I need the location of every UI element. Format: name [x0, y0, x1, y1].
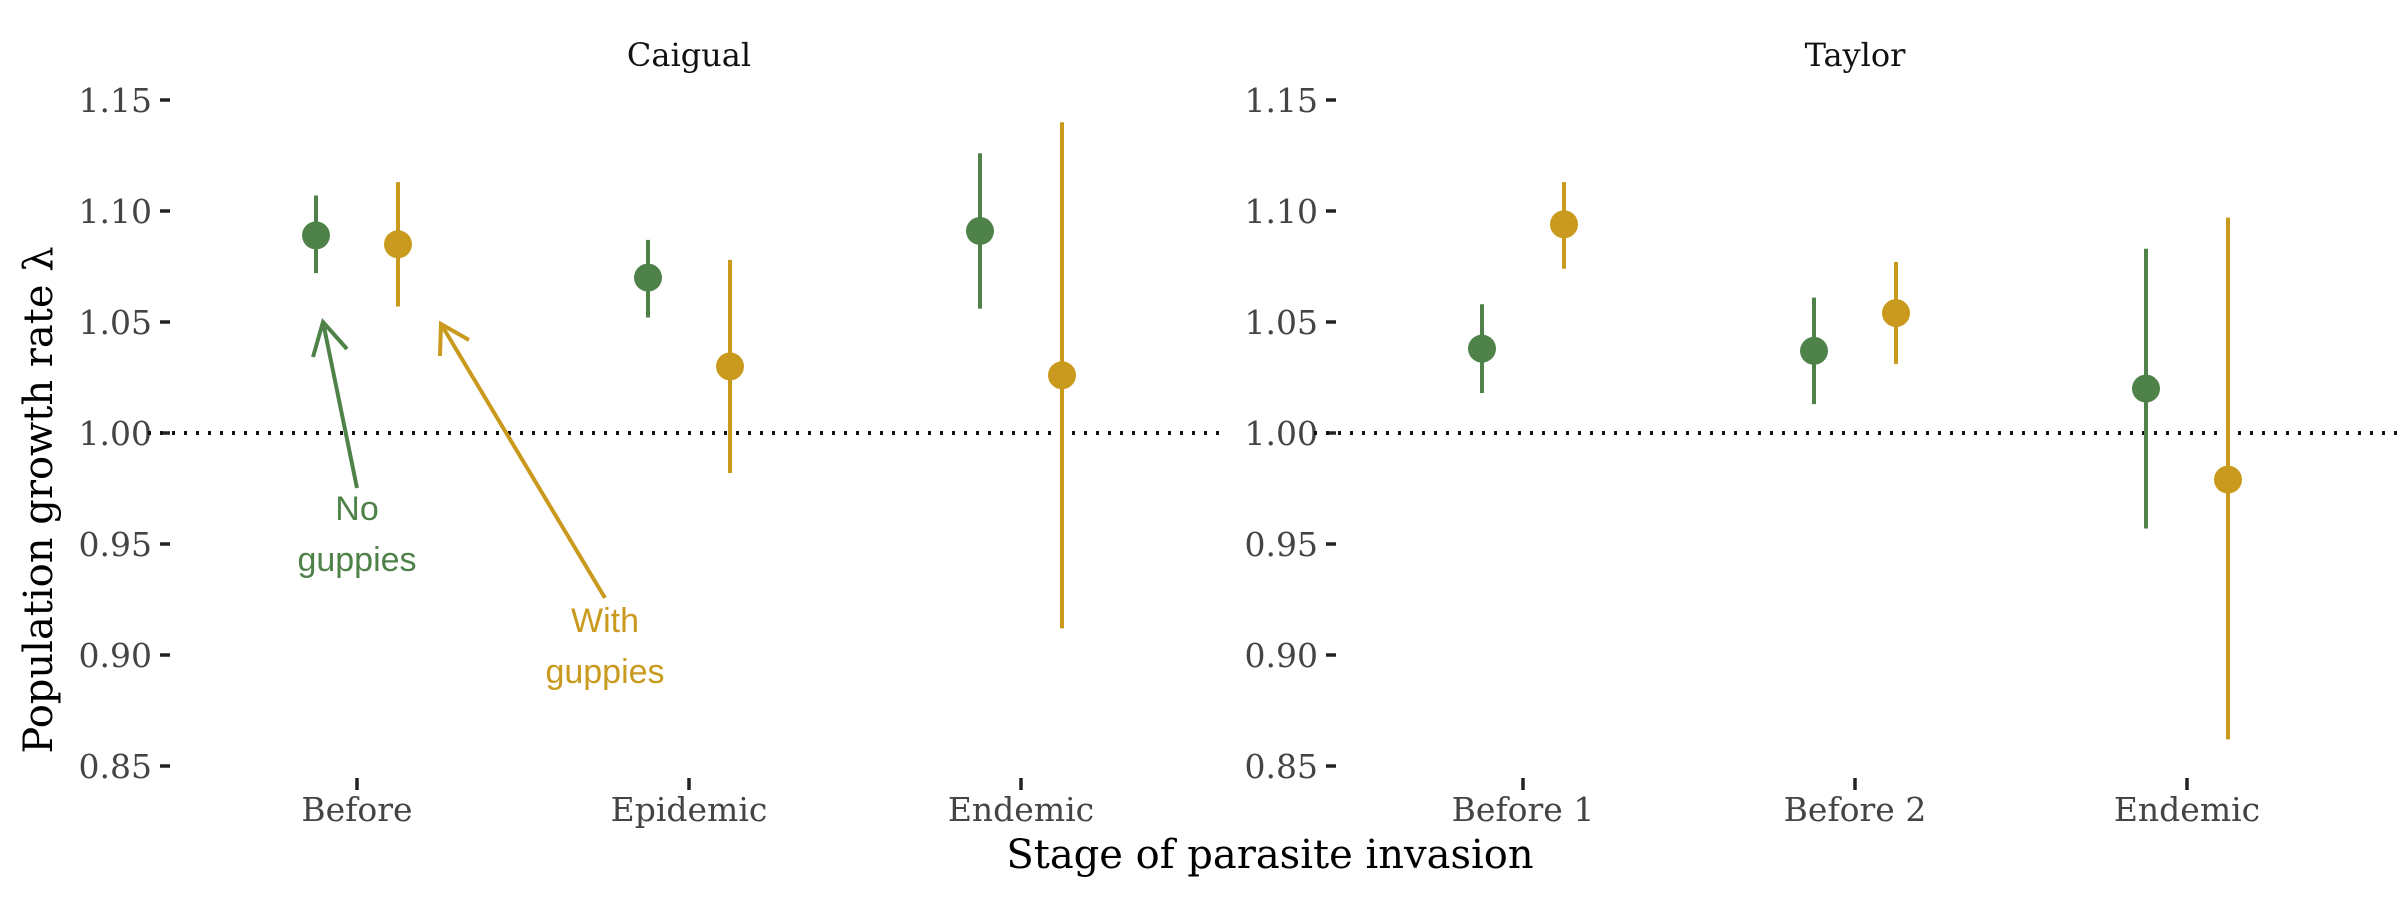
data-point: [634, 263, 662, 292]
x-tick-label: Epidemic: [611, 790, 768, 829]
data-point: [1048, 361, 1076, 390]
y-tick-label: 0.85: [79, 747, 152, 786]
data-point: [966, 216, 994, 245]
x-tick-label: Endemic: [948, 790, 1094, 829]
panels: Caigual 0.85 0.90 0.95 1.00 1.05 1.10 1.15 Befor…: [79, 36, 2400, 829]
panel-0: Caigual 0.85 0.90 0.95 1.00 1.05 1.10 1.15 Befor…: [79, 36, 1224, 829]
data-point: [1468, 334, 1496, 363]
annotation-arrow: [439, 322, 607, 600]
x-axis-label: Stage of parasite invasion: [1006, 832, 1533, 878]
panel-1: Taylor 0.85 0.90 0.95 1.00 1.05 1.10 1.15 Before…: [1245, 36, 2400, 829]
x-tick-label: Before 1: [1452, 790, 1595, 829]
x-tick-label: Before 2: [1784, 790, 1927, 829]
data-point: [384, 230, 412, 259]
data-point: [716, 352, 744, 381]
annotation-arrow: [321, 321, 359, 489]
data-point: [2214, 465, 2242, 494]
y-tick-label: 0.85: [1245, 747, 1318, 786]
annotation-label: No: [335, 490, 378, 528]
y-tick-label: 1.00: [79, 414, 152, 453]
y-tick-label: 1.10: [79, 192, 152, 231]
annotation-label: guppies: [545, 653, 664, 691]
data-point: [1800, 336, 1828, 365]
y-tick-label: 0.90: [1245, 636, 1318, 675]
y-tick-label: 1.05: [1245, 303, 1318, 342]
y-tick-label: 1.15: [1245, 81, 1318, 120]
annotation-arrowhead: [438, 320, 470, 357]
y-tick-label: 0.90: [79, 636, 152, 675]
data-point: [1882, 299, 1910, 328]
annotations: No guppies With guppies: [297, 317, 665, 691]
data-point: [302, 221, 330, 250]
y-tick-label: 1.10: [1245, 192, 1318, 231]
y-tick-label: 1.15: [79, 81, 152, 120]
y-tick-label: 1.05: [79, 303, 152, 342]
y-tick-label: 0.95: [79, 525, 152, 564]
data-point: [1550, 210, 1578, 239]
y-tick-label: 0.95: [1245, 525, 1318, 564]
panel-title: Taylor: [1805, 36, 1907, 74]
annotation-arrowhead: [311, 317, 349, 358]
x-tick-label: Before: [301, 790, 412, 829]
annotation-label: guppies: [297, 541, 416, 579]
data-point: [2132, 374, 2160, 403]
y-axis-label: Population growth rate λ: [16, 246, 62, 753]
annotation-label: With: [571, 602, 639, 640]
panel-title: Caigual: [627, 36, 751, 74]
y-tick-label: 1.00: [1245, 414, 1318, 453]
x-tick-label: Endemic: [2114, 790, 2260, 829]
